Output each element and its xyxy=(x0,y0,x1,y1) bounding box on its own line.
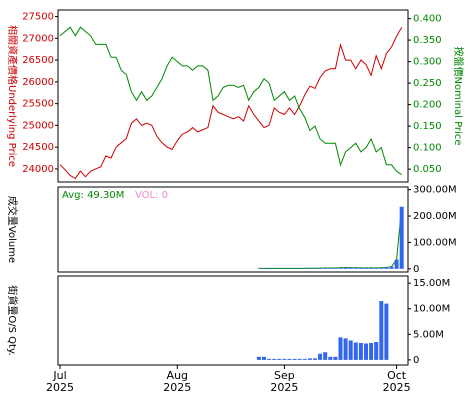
bar xyxy=(338,267,343,269)
y-tick-label: 24000 xyxy=(22,164,54,175)
bar xyxy=(313,268,317,269)
y-tick-label: 25500 xyxy=(22,99,54,110)
bar xyxy=(369,343,374,360)
y-tick-label: 10.00M xyxy=(413,304,450,315)
y-tick-label: 0.050 xyxy=(413,164,442,175)
panel-frame xyxy=(57,9,409,183)
y-tick-label: 100.00M xyxy=(413,237,457,248)
y-tick-label: 0.250 xyxy=(413,78,442,89)
y-tick-label: 27500 xyxy=(22,12,54,23)
bar xyxy=(364,267,368,269)
annotation: VOL: 0 xyxy=(135,190,168,201)
x-tick-label: Sep 2025 xyxy=(270,369,299,394)
bar xyxy=(353,342,358,360)
y-tick-label: 26500 xyxy=(22,55,54,66)
bar xyxy=(374,267,379,269)
bar xyxy=(348,340,353,360)
bar xyxy=(328,268,333,269)
bar xyxy=(358,267,363,269)
bar xyxy=(343,338,348,360)
series-line xyxy=(59,27,403,180)
y-tick-label: 25000 xyxy=(22,120,54,131)
y-tick-label: 200.00M xyxy=(413,211,457,222)
bar xyxy=(389,266,394,269)
panel-frame xyxy=(57,186,409,273)
bar xyxy=(256,356,261,360)
bar xyxy=(333,356,338,360)
y-axis-title: 成交量Volume xyxy=(6,196,19,263)
bar xyxy=(287,358,292,360)
bar xyxy=(328,356,333,360)
bar xyxy=(333,268,338,269)
bar xyxy=(364,343,368,360)
bar xyxy=(282,358,287,360)
y-tick-label: 0 xyxy=(413,264,419,275)
bar xyxy=(343,267,348,269)
bar xyxy=(297,358,302,360)
bar xyxy=(307,358,312,360)
bar xyxy=(374,341,379,360)
y-tick-label: 0.300 xyxy=(413,57,442,68)
bar xyxy=(399,206,404,269)
bar xyxy=(272,358,277,360)
bar xyxy=(292,358,297,360)
x-tick-label: Jul 2025 xyxy=(46,369,74,394)
y-tick-label: 26000 xyxy=(22,77,54,88)
y-tick-label: 0.200 xyxy=(413,100,442,111)
volume-line xyxy=(258,206,403,269)
y-tick-label: 0.350 xyxy=(413,35,442,46)
series-line xyxy=(59,26,402,176)
bar xyxy=(313,358,317,360)
y2-axis-title: 按盤價Nominal Price xyxy=(452,47,465,146)
bar xyxy=(318,268,323,269)
x-tick-label: Aug 2025 xyxy=(163,369,192,394)
bar xyxy=(348,267,353,269)
bar xyxy=(307,268,312,269)
bar xyxy=(379,301,384,360)
bar xyxy=(353,267,358,269)
y-tick-label: 0.150 xyxy=(413,121,442,132)
y-tick-label: 15.00M xyxy=(413,278,450,289)
bar xyxy=(323,268,328,269)
x-tick-label: Oct 2025 xyxy=(382,369,411,394)
y-tick-label: 5.00M xyxy=(413,329,444,340)
y-axis-title: 街貨量O/S Qty. xyxy=(6,285,19,355)
bar xyxy=(318,353,323,360)
y-tick-label: 0.100 xyxy=(413,143,442,154)
bar xyxy=(379,267,384,269)
bar xyxy=(394,259,399,269)
bar xyxy=(302,268,307,269)
y-tick-label: 0 xyxy=(413,355,419,366)
bar xyxy=(358,343,363,360)
bar xyxy=(267,358,272,360)
bar xyxy=(262,356,266,360)
y-tick-label: 0.400 xyxy=(413,14,442,25)
bar xyxy=(384,267,389,269)
y-tick-label: 27000 xyxy=(22,33,54,44)
y-axis-title: 相關資產價格Underlying Price xyxy=(6,25,19,167)
bar xyxy=(302,358,307,360)
y-tick-label: 300.00M xyxy=(413,185,457,196)
bar xyxy=(384,303,389,360)
annotation: Avg: 49.30M xyxy=(62,190,124,201)
bar xyxy=(277,358,282,360)
y-tick-label: 24500 xyxy=(22,142,54,153)
bar xyxy=(338,337,343,360)
bar xyxy=(323,352,328,360)
bar xyxy=(369,267,374,269)
